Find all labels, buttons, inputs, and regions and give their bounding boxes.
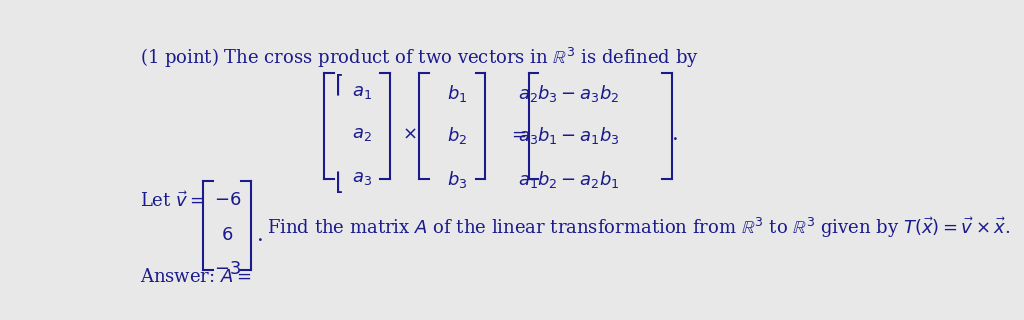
Text: $\lfloor$: $\lfloor$ [334,169,343,195]
Text: Find the matrix $A$ of the linear transformation from $\mathbb{R}^3$ to $\mathbb: Find the matrix $A$ of the linear transf… [267,216,1011,240]
Text: $a_3b_1 - a_1b_3$: $a_3b_1 - a_1b_3$ [518,124,620,146]
Text: $=$: $=$ [508,124,526,143]
Text: $a_2b_3 - a_3b_2$: $a_2b_3 - a_3b_2$ [518,83,620,104]
Text: $b_3$: $b_3$ [447,169,468,190]
Text: $6$: $6$ [221,226,233,244]
Text: $-6$: $-6$ [214,191,241,209]
Text: $-3$: $-3$ [214,260,241,278]
Text: $a_1b_2 - a_2b_1$: $a_1b_2 - a_2b_1$ [518,169,620,190]
Text: $a_1$: $a_1$ [352,83,372,101]
Text: $b_1$: $b_1$ [447,83,468,104]
Text: .: . [257,226,264,245]
Text: $b_2$: $b_2$ [447,124,467,146]
Text: $a_3$: $a_3$ [352,169,372,187]
Text: Answer: $A =$: Answer: $A =$ [140,268,251,285]
Text: (1 point) The cross product of two vectors in $\mathbb{R}^3$ is defined by: (1 point) The cross product of two vecto… [140,46,698,70]
Text: Let $\vec{v} = $: Let $\vec{v} = $ [140,191,205,211]
Text: $a_2$: $a_2$ [352,124,372,143]
Text: $\lceil$: $\lceil$ [334,73,343,98]
Text: .: . [672,124,678,144]
Text: $\times$: $\times$ [402,124,417,143]
